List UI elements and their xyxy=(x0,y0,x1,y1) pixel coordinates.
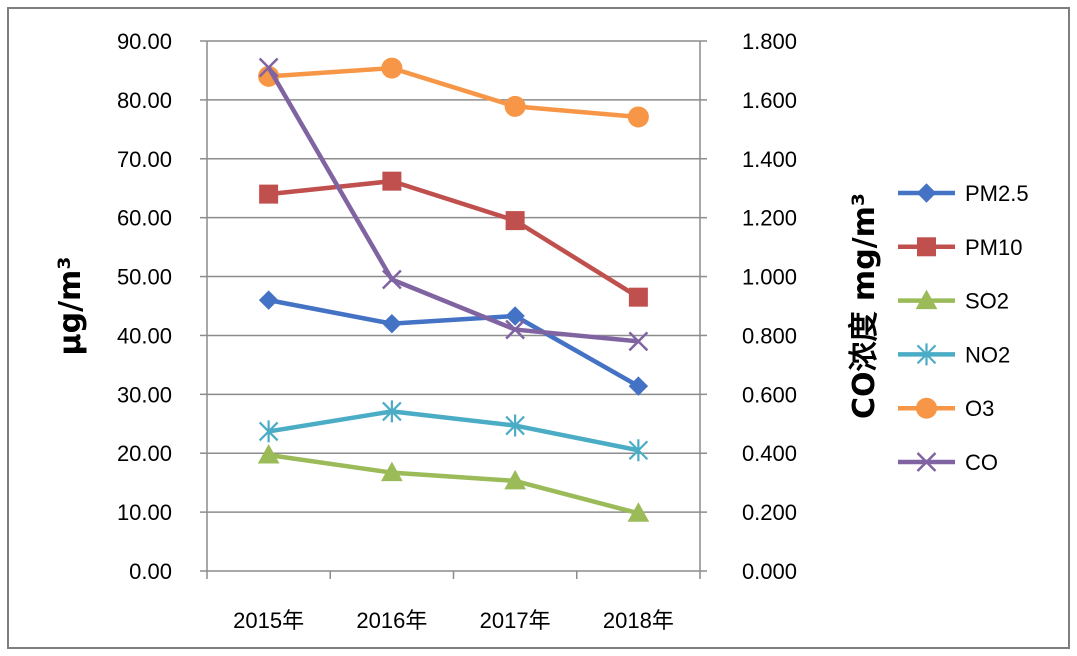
series-point-o3 xyxy=(504,95,526,117)
series-point-so2 xyxy=(257,443,280,464)
left-tick-label: 70.00 xyxy=(117,147,172,172)
legend-label-co: CO xyxy=(965,450,998,475)
series-point-pm10 xyxy=(259,184,279,204)
legend-marker-so2 xyxy=(915,289,938,310)
series-point-pm25 xyxy=(382,313,402,334)
right-tick-label: 0.600 xyxy=(742,382,797,407)
series-point-no2 xyxy=(505,414,525,437)
left-tick-label: 20.00 xyxy=(117,441,172,466)
legend-label-pm10: PM10 xyxy=(965,235,1022,260)
legend-label-pm25: PM2.5 xyxy=(965,181,1029,206)
series-line-no2 xyxy=(268,409,639,453)
left-tick-label: 90.00 xyxy=(117,29,172,54)
right-tick-label: 1.000 xyxy=(742,265,797,290)
series-point-pm10 xyxy=(382,171,402,191)
series-point-so2 xyxy=(627,502,650,522)
left-tick-label: 60.00 xyxy=(117,206,172,231)
legend-marker-no2 xyxy=(916,343,937,366)
right-axis-title: CO浓度 mg/m³ xyxy=(847,193,882,419)
right-tick-label: 1.600 xyxy=(742,88,797,113)
series-point-pm25 xyxy=(258,290,279,310)
series-point-pm10 xyxy=(505,211,525,231)
right-tick-label: 1.400 xyxy=(742,147,797,172)
series-point-so2 xyxy=(504,469,526,490)
right-tick-label: 0.000 xyxy=(742,559,797,584)
series-point-pm25 xyxy=(628,376,649,396)
series-point-o3 xyxy=(627,106,649,128)
series-point-co xyxy=(258,57,279,78)
left-tick-label: 30.00 xyxy=(117,382,172,407)
series-point-pm10 xyxy=(628,287,648,307)
series-line-pm25 xyxy=(268,297,640,389)
series-point-no2 xyxy=(382,400,402,423)
left-tick-label: 0.00 xyxy=(129,559,172,584)
legend-marker-o3 xyxy=(916,397,937,419)
legend-label-no2: NO2 xyxy=(965,342,1010,367)
series-point-co xyxy=(381,269,402,290)
series-line-pm10 xyxy=(268,178,640,300)
series-point-o3 xyxy=(381,57,403,79)
right-tick-label: 0.200 xyxy=(742,500,797,525)
series-point-pm25 xyxy=(505,306,525,326)
left-tick-label: 50.00 xyxy=(117,265,172,290)
series-point-co xyxy=(628,331,649,352)
left-axis-title: μg/m³ xyxy=(53,257,88,356)
right-tick-label: 1.800 xyxy=(742,29,797,54)
legend-marker-pm10 xyxy=(917,237,936,257)
x-category-label: 2016年 xyxy=(356,608,427,633)
right-tick-label: 0.400 xyxy=(742,441,797,466)
x-category-label: 2015年 xyxy=(233,608,304,633)
right-tick-label: 0.800 xyxy=(742,323,797,348)
legend-label-o3: O3 xyxy=(965,396,994,421)
series-line-co xyxy=(266,66,639,344)
x-category-label: 2017年 xyxy=(480,608,551,633)
series-line-o3 xyxy=(268,65,639,120)
left-tick-label: 40.00 xyxy=(117,323,172,348)
series-point-no2 xyxy=(628,439,649,462)
series-line-so2 xyxy=(268,452,639,516)
legend-marker-pm25 xyxy=(916,183,937,203)
series-point-co xyxy=(505,319,526,340)
legend-label-so2: SO2 xyxy=(965,289,1009,314)
left-tick-label: 10.00 xyxy=(117,500,172,525)
x-category-label: 2018年 xyxy=(603,608,674,633)
legend-marker-co xyxy=(916,452,937,472)
series-point-so2 xyxy=(381,461,403,482)
left-tick-label: 80.00 xyxy=(117,88,172,113)
series-point-no2 xyxy=(258,420,279,443)
right-tick-label: 1.200 xyxy=(742,206,797,231)
